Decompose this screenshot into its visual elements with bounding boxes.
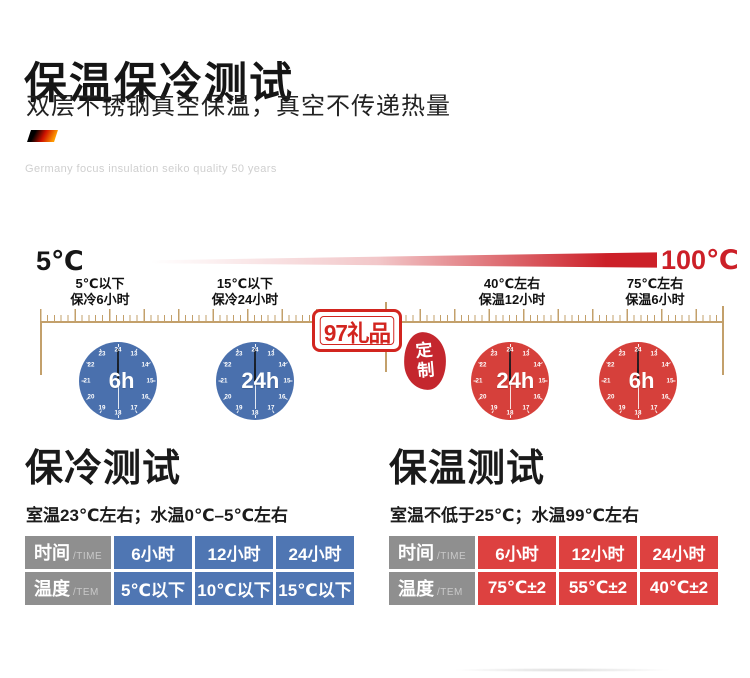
clock-duration-label: 6h xyxy=(108,368,135,393)
scale-min-label: 5℃ xyxy=(36,246,84,276)
table-cell-temp-1: 10℃以下 xyxy=(195,571,273,605)
table-header-temp: 温度 /TEM xyxy=(25,571,111,605)
table-header-time: 时间 /TIME xyxy=(25,535,111,569)
marker-temp: 75℃左右 xyxy=(626,276,684,291)
ruler-left-edge xyxy=(40,322,42,375)
header-tagline: Germany focus insulation seiko quality 5… xyxy=(25,163,277,175)
table-header-time: 时间 /TIME xyxy=(389,535,475,569)
scale-marker-1: 15℃以下 保冷24小时 xyxy=(180,276,310,307)
marker-duration: 保温12小时 xyxy=(478,291,546,307)
hot-test-condition: 室温不低于25℃；水温99℃左右 xyxy=(390,505,639,525)
cold-test-section: 保冷测试 室温23℃左右；水温0℃–5℃左右 时间 /TIME 6小时 12小时… xyxy=(25,448,354,605)
clock-duration-label: 24h xyxy=(241,368,280,393)
header-label: 温度 xyxy=(398,579,434,600)
germany-flag-icon xyxy=(27,130,58,142)
table-cell-temp-2: 40℃±2 xyxy=(640,571,718,605)
cold-test-title: 保冷测试 xyxy=(25,448,182,490)
clock-duration-label: 6h xyxy=(628,368,655,393)
page-title: 保温保冷测试 xyxy=(24,59,294,108)
header-sublabel: /TIME xyxy=(73,550,103,562)
clock-needle-tail xyxy=(509,381,511,409)
scale-marker-0: 5℃以下 保冷6小时 xyxy=(35,276,165,307)
table-cell-temp-2: 15℃以下 xyxy=(276,571,354,605)
scale-marker-3: 75℃左右 保温6小时 xyxy=(590,276,720,307)
table-cell-temp-1: 55℃±2 xyxy=(559,571,637,605)
marker-temp: 5℃以下 xyxy=(75,276,125,291)
temperature-scale: 5℃ 100℃ 5℃以下 保冷6小时 15℃以下 保冷24小时 40℃左右 保温… xyxy=(0,240,750,448)
table-cell-time-1: 12小时 xyxy=(195,535,273,569)
hot-test-table: 时间 /TIME 6小时 12小时 24小时 温度 /TEM 75℃±2 55℃… xyxy=(389,535,718,605)
table-cell-time-0: 6小时 xyxy=(114,535,192,569)
marker-duration: 保冷6小时 xyxy=(70,291,130,307)
clock-cold-24h-icon: 24h 24 13 14 15 16 17 18 19 20 21 22 23 xyxy=(216,342,294,420)
watermark-box-text: 97礼品 xyxy=(319,316,395,346)
header-label: 时间 xyxy=(398,543,434,564)
scale-marker-2: 40℃左右 保温12小时 xyxy=(447,276,577,307)
clock-duration-label: 24h xyxy=(496,368,535,393)
clock-needle xyxy=(637,349,639,381)
ruler-right-edge xyxy=(722,306,724,375)
watermark-box: 97礼品 xyxy=(312,309,402,352)
cold-test-condition: 室温23℃左右；水温0℃–5℃左右 xyxy=(26,505,289,525)
seal-char-1: 定 xyxy=(414,340,434,361)
table-cell-time-2: 24小时 xyxy=(276,535,354,569)
table-cell-time-0: 6小时 xyxy=(478,535,556,569)
cold-test-table: 时间 /TIME 6小时 12小时 24小时 温度 /TEM 5℃以下 10℃以… xyxy=(25,535,354,605)
header-label: 时间 xyxy=(34,543,70,564)
clock-needle xyxy=(509,349,511,381)
clock-needle xyxy=(254,349,256,381)
watermark-seal: 定 制 xyxy=(401,330,449,392)
clock-needle-tail xyxy=(117,381,119,409)
table-cell-time-1: 12小时 xyxy=(559,535,637,569)
seal-char-2: 制 xyxy=(416,360,436,381)
marker-temp: 15℃以下 xyxy=(216,276,274,291)
hot-test-section: 保温测试 室温不低于25℃；水温99℃左右 时间 /TIME 6小时 12小时 … xyxy=(389,448,718,605)
table-header-temp: 温度 /TEM xyxy=(389,571,475,605)
table-cell-time-2: 24小时 xyxy=(640,535,718,569)
table-cell-temp-0: 75℃±2 xyxy=(478,571,556,605)
scale-max-label: 100℃ xyxy=(661,245,739,275)
footer-smudge xyxy=(455,668,670,672)
marker-duration: 保冷24小时 xyxy=(211,291,279,307)
header-sublabel: /TEM xyxy=(437,586,463,598)
header-sublabel: /TEM xyxy=(73,586,99,598)
header-label: 温度 xyxy=(34,579,70,600)
clock-hot-6h-icon: 6h 24 13 14 15 16 17 18 19 20 21 22 23 xyxy=(599,342,677,420)
page-subtitle: 双层不锈钢真空保温，真空不传递热量 xyxy=(26,93,451,120)
hot-test-title: 保温测试 xyxy=(389,448,546,490)
clock-needle xyxy=(117,349,119,381)
clock-cold-6h-icon: 6h 24 13 14 15 16 17 18 19 20 21 22 23 xyxy=(79,342,157,420)
marker-temp: 40℃左右 xyxy=(483,276,541,291)
clock-hot-24h-icon: 24h 24 13 14 15 16 17 18 19 20 21 22 23 xyxy=(471,342,549,420)
clock-needle-tail xyxy=(254,381,256,409)
header-sublabel: /TIME xyxy=(437,550,467,562)
temperature-gradient-bar xyxy=(150,252,657,268)
marker-duration: 保温6小时 xyxy=(625,291,685,307)
table-cell-temp-0: 5℃以下 xyxy=(114,571,192,605)
clock-needle-tail xyxy=(637,381,639,409)
